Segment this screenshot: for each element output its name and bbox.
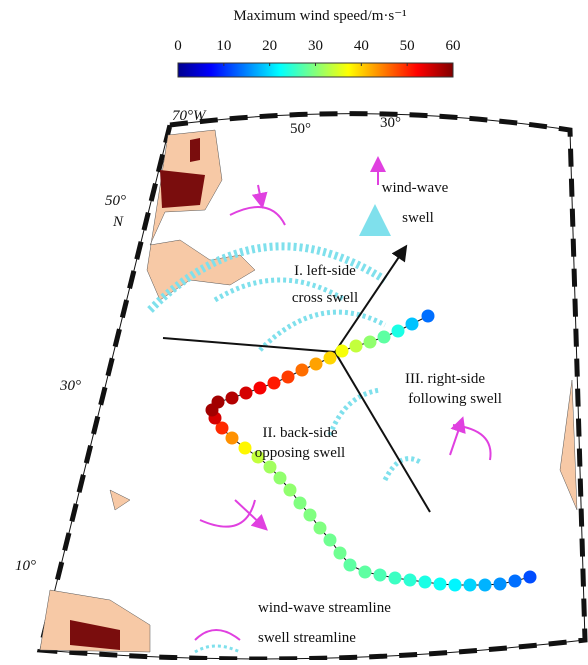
track-point	[405, 317, 419, 331]
track-point	[313, 521, 327, 535]
legend-label: wind-wave	[382, 180, 449, 196]
colorbar-tick-label: 40	[354, 38, 369, 54]
track-point	[463, 578, 477, 592]
quadrant-axes	[162, 244, 431, 513]
track-point	[448, 578, 462, 592]
lat-label: 50°	[105, 193, 126, 209]
swell-legend-line	[194, 644, 241, 654]
lat-label: 30°	[59, 378, 81, 394]
track-point	[335, 344, 349, 358]
track-point	[293, 496, 307, 510]
track-point	[323, 351, 337, 365]
track-point	[433, 577, 447, 591]
legend-label: swell streamline	[258, 630, 356, 646]
track-point	[421, 309, 435, 323]
lon-label: 70°W	[172, 108, 207, 124]
lon-label: 50°	[290, 121, 311, 137]
colorbar-tick-label: 60	[446, 38, 461, 54]
track-point	[508, 574, 522, 588]
colorbar-ticks: 0 10 20 30 40 50 60	[174, 38, 461, 66]
track-point	[283, 483, 297, 497]
colorbar-tick-label: 30	[308, 38, 323, 54]
high-terrain	[70, 138, 205, 650]
annotation: III. right-side	[405, 371, 485, 387]
lat-label: 10°	[15, 558, 36, 574]
annotation: cross swell	[292, 290, 358, 306]
track-point	[523, 570, 537, 584]
track-point	[211, 395, 225, 409]
track-point	[333, 546, 347, 560]
track-point	[273, 471, 287, 485]
annotation: following swell	[408, 391, 502, 407]
track-point	[239, 386, 253, 400]
track-point	[225, 431, 239, 445]
track-point	[323, 533, 337, 547]
track-point	[215, 421, 229, 435]
track	[205, 309, 537, 592]
lat-unit: N	[112, 214, 124, 230]
wind-wave-streamline	[194, 156, 492, 641]
track-point	[267, 376, 281, 390]
colorbar-title: Maximum wind speed/m·s⁻¹	[233, 8, 406, 24]
colorbar-tick-label: 0	[174, 38, 182, 54]
track-point	[391, 324, 405, 338]
track-point	[238, 441, 252, 455]
track-point	[349, 339, 363, 353]
track-point	[377, 330, 391, 344]
colorbar-tick-label: 50	[400, 38, 415, 54]
track-point	[309, 357, 323, 371]
colorbar-tick-label: 20	[262, 38, 277, 54]
track-point	[225, 391, 239, 405]
track-point	[403, 573, 417, 587]
track-point	[281, 370, 295, 384]
track-point	[418, 575, 432, 589]
legend-label: swell	[402, 210, 434, 226]
track-point	[478, 578, 492, 592]
track-point	[295, 363, 309, 377]
track-point	[303, 508, 317, 522]
track-point	[251, 450, 265, 464]
legend-label: wind-wave streamline	[258, 600, 391, 616]
lon-label: 30°	[380, 115, 401, 131]
track-point	[358, 565, 372, 579]
annotation: II. back-side	[263, 425, 338, 441]
track-point	[343, 558, 357, 572]
annotation: I. left-side	[294, 263, 356, 279]
track-point	[363, 335, 377, 349]
swell-streamline	[147, 242, 422, 482]
track-point	[253, 381, 267, 395]
annotation: opposing swell	[255, 445, 345, 461]
track-point	[263, 460, 277, 474]
colorbar-tick-label: 10	[216, 38, 231, 54]
track-point	[373, 568, 387, 582]
track-point	[493, 577, 507, 591]
track-point	[388, 571, 402, 585]
